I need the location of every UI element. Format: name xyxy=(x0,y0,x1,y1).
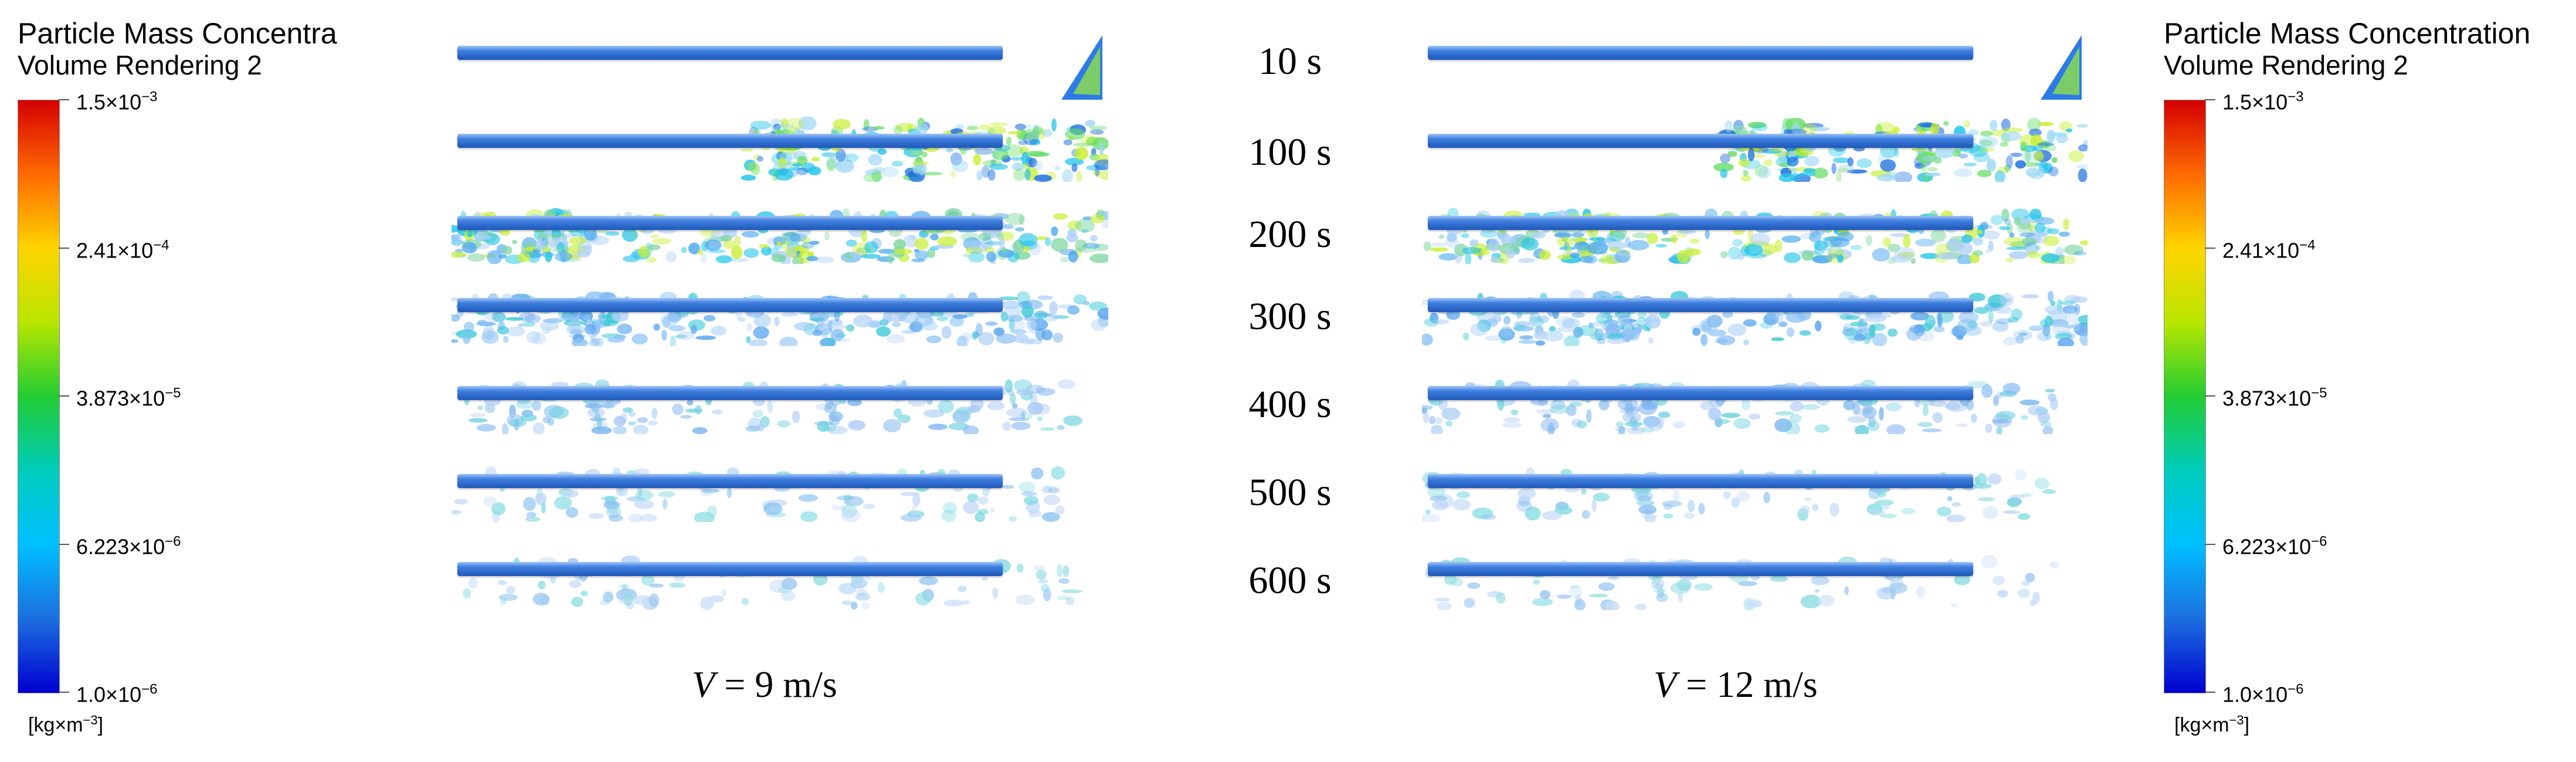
pipe xyxy=(1428,134,1973,148)
pipe xyxy=(1428,298,1973,312)
simulation-panel-right xyxy=(1422,18,2088,622)
time-label: 500 s xyxy=(1248,471,1332,514)
pipe xyxy=(1428,46,1973,60)
caption-right: V = 12 m/s xyxy=(1654,663,1818,705)
time-label: 400 s xyxy=(1248,383,1332,426)
colorbar-tick-label: 2.41×10−4 xyxy=(76,237,169,262)
simulation-frame xyxy=(1422,276,2088,346)
simulation-frame xyxy=(1422,194,2088,264)
colorbar-tick xyxy=(2205,247,2215,249)
colorbar-tick-label: 2.41×10−4 xyxy=(2222,237,2316,262)
caption-left: V = 9 m/s xyxy=(692,663,837,705)
colorbar-tick-label: 6.223×10−6 xyxy=(2222,533,2327,558)
units-label: [kg×m−3] xyxy=(28,713,104,736)
simulation-frame xyxy=(1422,29,2088,100)
colorbar-tick xyxy=(59,395,69,397)
colorbar-tick-label: 1.0×10−6 xyxy=(2222,681,2304,707)
time-label: 100 s xyxy=(1248,131,1332,174)
colorbar-tick xyxy=(59,99,69,100)
pipe xyxy=(457,562,1003,576)
colorbar-tick-label: 1.5×10−3 xyxy=(2222,89,2304,114)
simulation-frame xyxy=(452,540,1108,610)
pipe xyxy=(457,134,1003,148)
simulation-frame xyxy=(452,276,1108,346)
pipe xyxy=(1428,386,1973,400)
pipe xyxy=(1428,216,1973,230)
colorbar-tick-label: 6.223×10−6 xyxy=(76,533,181,558)
simulation-frame xyxy=(452,29,1108,100)
time-label: 200 s xyxy=(1248,213,1332,256)
simulation-frame xyxy=(1422,540,2088,610)
colorbar-tick-label: 3.873×10−5 xyxy=(2222,385,2327,411)
pipe xyxy=(457,474,1003,488)
colorbar-tick xyxy=(59,543,69,545)
colorbar-tick-label: 3.873×10−5 xyxy=(76,385,181,411)
colorbar-tick xyxy=(2205,99,2215,100)
pipe xyxy=(457,298,1003,312)
simulation-frame xyxy=(452,194,1108,264)
time-label: 10 s xyxy=(1258,40,1322,83)
pipe xyxy=(457,386,1003,400)
colorbar-tick xyxy=(2205,692,2215,693)
colorbar-legend-left: Particle Mass Concentra Volume Rendering… xyxy=(0,0,410,762)
colorbar-tick xyxy=(2205,543,2215,545)
pipe xyxy=(457,46,1003,60)
pipe xyxy=(1428,562,1973,576)
time-label: 300 s xyxy=(1248,295,1332,338)
legend-subtitle: Volume Rendering 2 xyxy=(2164,50,2408,80)
colorbar-tick xyxy=(2205,395,2215,397)
simulation-frame xyxy=(1422,364,2088,434)
colorbar-tick-label: 1.0×10−6 xyxy=(76,681,158,707)
simulation-frame xyxy=(1422,452,2088,522)
simulation-panel-left xyxy=(452,18,1108,622)
legend-title: Particle Mass Concentration xyxy=(2164,17,2531,50)
colorbar-legend-right: Particle Mass Concentration Volume Rende… xyxy=(2146,0,2576,762)
simulation-frame xyxy=(452,111,1108,182)
pipe xyxy=(1428,474,1973,488)
colorbar xyxy=(2164,100,2206,693)
time-label: 600 s xyxy=(1248,559,1332,602)
legend-title: Particle Mass Concentra xyxy=(18,17,337,50)
colorbar xyxy=(18,100,60,693)
simulation-frame xyxy=(452,452,1108,522)
colorbar-tick xyxy=(59,247,69,249)
simulation-frame xyxy=(452,364,1108,434)
time-labels: 10 s 100 s 200 s 300 s 400 s 500 s 600 s xyxy=(1196,0,1384,645)
units-label: [kg×m−3] xyxy=(2174,713,2250,736)
pipe xyxy=(457,216,1003,230)
colorbar-tick xyxy=(59,692,69,693)
simulation-frame xyxy=(1422,111,2088,182)
legend-subtitle: Volume Rendering 2 xyxy=(18,50,262,80)
colorbar-tick-label: 1.5×10−3 xyxy=(76,89,158,114)
